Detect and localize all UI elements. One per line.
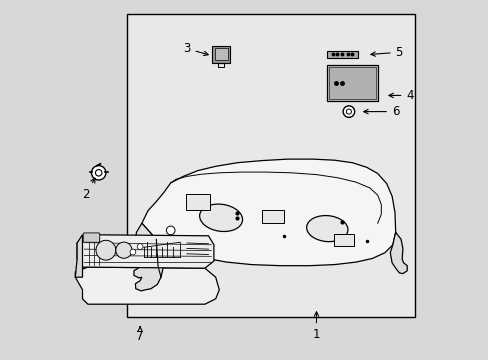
Text: 7: 7 <box>136 327 143 343</box>
Text: 3: 3 <box>183 42 208 55</box>
FancyBboxPatch shape <box>326 65 377 101</box>
FancyBboxPatch shape <box>261 210 284 223</box>
Circle shape <box>346 109 351 114</box>
FancyBboxPatch shape <box>83 233 100 242</box>
FancyBboxPatch shape <box>334 234 354 246</box>
Ellipse shape <box>96 240 116 260</box>
Circle shape <box>91 166 106 180</box>
Polygon shape <box>134 223 164 291</box>
Circle shape <box>166 226 175 235</box>
FancyBboxPatch shape <box>186 194 209 210</box>
Circle shape <box>95 170 102 176</box>
Ellipse shape <box>306 216 347 242</box>
Text: 5: 5 <box>370 46 402 59</box>
FancyBboxPatch shape <box>214 48 227 60</box>
Circle shape <box>137 244 142 249</box>
Ellipse shape <box>116 242 132 258</box>
Circle shape <box>343 106 354 117</box>
FancyBboxPatch shape <box>329 67 375 99</box>
Circle shape <box>130 249 136 255</box>
Text: 1: 1 <box>312 312 320 341</box>
Polygon shape <box>77 235 213 268</box>
Text: 6: 6 <box>363 105 399 118</box>
Text: 2: 2 <box>82 178 95 201</box>
Polygon shape <box>142 159 395 266</box>
Bar <box>127 14 415 317</box>
Ellipse shape <box>199 204 242 231</box>
Polygon shape <box>389 232 407 274</box>
FancyBboxPatch shape <box>212 46 230 63</box>
Text: 4: 4 <box>388 89 413 102</box>
Polygon shape <box>75 235 82 277</box>
FancyBboxPatch shape <box>326 51 357 58</box>
Polygon shape <box>75 267 219 304</box>
